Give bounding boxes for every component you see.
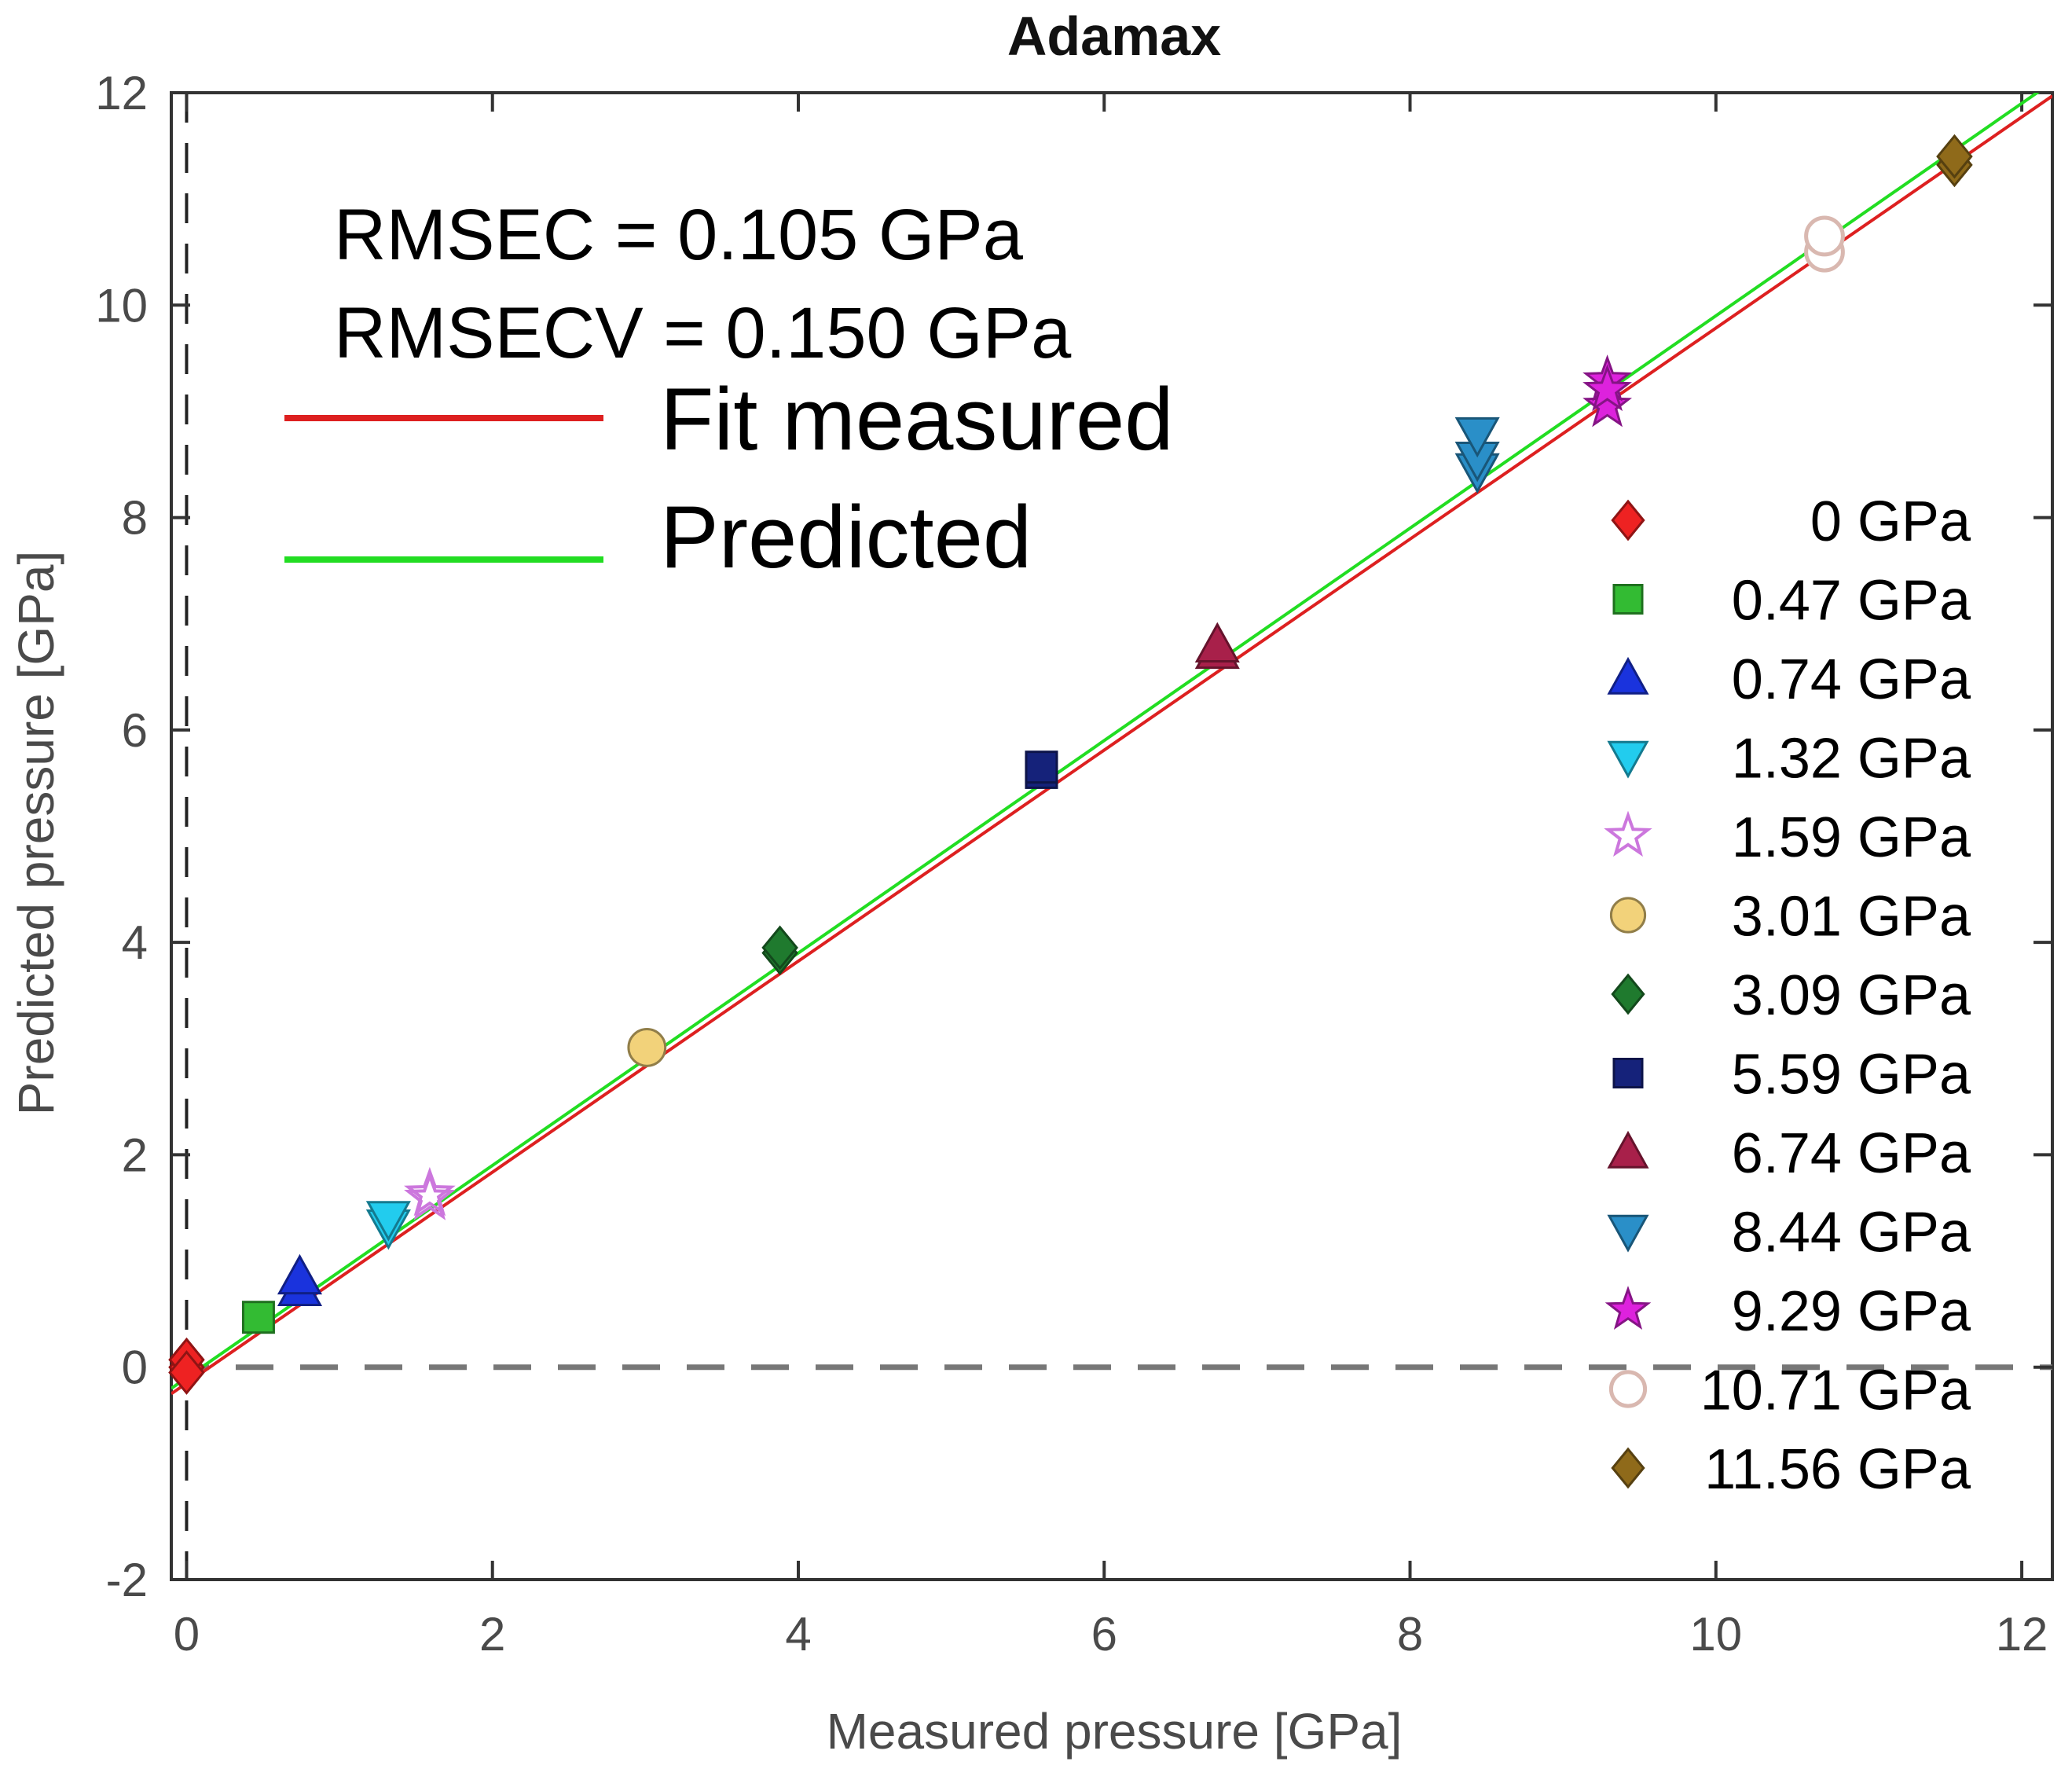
data-point-3-09-gpa bbox=[761, 925, 798, 971]
y-tick-label: 6 bbox=[122, 704, 148, 757]
fit-lines bbox=[171, 93, 2052, 1396]
legend-marker bbox=[1607, 740, 1649, 779]
data-point-1-32-gpa bbox=[365, 1201, 411, 1242]
data-point-0-47-gpa bbox=[241, 1301, 275, 1334]
line-legend-label-predicted: Predicted bbox=[660, 488, 1032, 586]
y-tick-label: 10 bbox=[95, 279, 148, 332]
legend-marker bbox=[1608, 1370, 1648, 1408]
legend-label: 1.32 GPa bbox=[1732, 728, 1971, 791]
chart-title: Adamax bbox=[1007, 6, 1221, 67]
y-axis-title: Predicted pressure [GPa] bbox=[8, 551, 64, 1116]
marker-legend: 0 GPa 0.47 GPa 0.74 GPa 1.32 GPa 1.59 GPa 3.0… bbox=[1604, 490, 1971, 1501]
x-tick-label: 12 bbox=[1996, 1608, 2048, 1661]
legend-label: 0.74 GPa bbox=[1732, 648, 1971, 711]
legend-label: 10.71 GPa bbox=[1700, 1360, 1971, 1422]
x-tick-label: 0 bbox=[174, 1608, 200, 1661]
axes-box bbox=[170, 91, 2054, 1581]
data-point-9-29-gpa bbox=[1582, 380, 1633, 428]
legend-marker bbox=[1611, 499, 1645, 541]
y-tick-label: -2 bbox=[106, 1554, 148, 1606]
y-tick-label: 2 bbox=[122, 1129, 148, 1181]
legend-label: 9.29 GPa bbox=[1732, 1280, 1971, 1343]
legend-label: 5.59 GPa bbox=[1732, 1044, 1971, 1107]
x-tick-label: 10 bbox=[1689, 1608, 1742, 1661]
legend-marker bbox=[1611, 973, 1645, 1015]
legend-marker bbox=[1604, 810, 1652, 857]
legend-label: 1.59 GPa bbox=[1732, 806, 1971, 869]
data-point-0-gpa bbox=[168, 1350, 205, 1395]
y-tick-label: 8 bbox=[122, 492, 148, 545]
data-point-9-29-gpa bbox=[1582, 364, 1633, 412]
legend-marker bbox=[1609, 897, 1647, 934]
x-tick-label: 6 bbox=[1091, 1608, 1117, 1661]
plot-area: 0 2 4 6 8 10 12 -2 0 2 4 6 8 10 12 bbox=[95, 67, 2054, 1661]
fit-measured-line bbox=[171, 94, 2052, 1396]
legend-label: 3.01 GPa bbox=[1732, 886, 1971, 949]
rmsec-annotation: RMSEC = 0.105 GPa bbox=[334, 195, 1024, 275]
legend-label: 6.74 GPa bbox=[1732, 1122, 1971, 1185]
y-tick-label: 4 bbox=[122, 916, 148, 969]
data-points bbox=[168, 134, 1973, 1395]
data-point-0-74-gpa bbox=[277, 1253, 323, 1295]
x-tick-label: 8 bbox=[1397, 1608, 1423, 1661]
rmsecv-annotation: RMSECV = 0.150 GPa bbox=[334, 293, 1072, 373]
legend-marker bbox=[1607, 1130, 1649, 1169]
data-point-6-74-gpa bbox=[1194, 622, 1240, 663]
legend-marker bbox=[1612, 584, 1644, 615]
legend-marker bbox=[1607, 656, 1649, 695]
data-point-10-71-gpa bbox=[1804, 215, 1845, 257]
predicted-line bbox=[171, 93, 2041, 1390]
x-tick-label: 4 bbox=[785, 1608, 811, 1661]
legend-label: 0 GPa bbox=[1810, 490, 1971, 553]
data-point-5-59-gpa bbox=[1025, 751, 1058, 784]
legend-label: 3.09 GPa bbox=[1732, 964, 1971, 1027]
line-legend: Fit measured Predicted bbox=[284, 370, 1174, 586]
legend-marker bbox=[1604, 1286, 1652, 1330]
legend-label: 8.44 GPa bbox=[1732, 1202, 1971, 1264]
legend-label: 0.47 GPa bbox=[1732, 570, 1971, 633]
data-point-3-01-gpa bbox=[627, 1028, 667, 1067]
line-legend-label-fit-measured: Fit measured bbox=[660, 370, 1174, 468]
legend-marker bbox=[1611, 1447, 1645, 1489]
x-tick-label: 2 bbox=[479, 1608, 505, 1661]
legend-marker bbox=[1612, 1058, 1644, 1088]
data-point-1-59-gpa bbox=[404, 1166, 456, 1217]
y-tick-label: 12 bbox=[95, 67, 148, 119]
legend-label: 11.56 GPa bbox=[1704, 1438, 1971, 1501]
y-tick-label: 0 bbox=[122, 1341, 148, 1394]
legend-marker bbox=[1607, 1214, 1649, 1253]
data-point-8-44-gpa bbox=[1454, 417, 1500, 458]
x-axis-title: Measured pressure [GPa] bbox=[827, 1703, 1403, 1760]
data-point-11-56-gpa bbox=[1936, 134, 1973, 179]
